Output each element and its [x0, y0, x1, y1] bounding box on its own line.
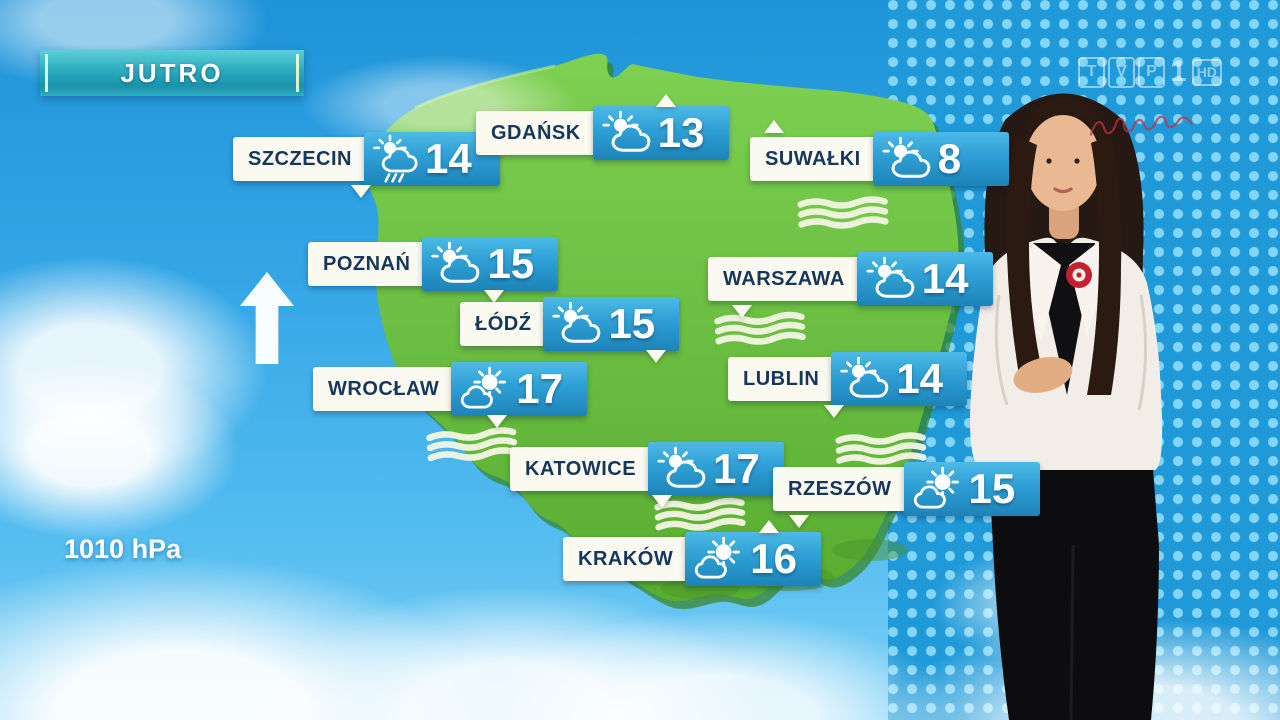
- weather-icon: [656, 446, 708, 493]
- logo-letter: P: [1138, 56, 1165, 88]
- weather-icon: [459, 366, 511, 413]
- weather-icon: [372, 134, 420, 184]
- weather-icon: [839, 356, 891, 403]
- weather-icon: [430, 241, 482, 288]
- logo-letter: T: [1078, 56, 1105, 88]
- logo-hd-badge: HD: [1191, 58, 1222, 86]
- cloud: [0, 255, 270, 485]
- signature-watermark: [1089, 115, 1194, 136]
- temperature-value: 14: [425, 135, 472, 182]
- fog-icon: [835, 432, 927, 465]
- city-label-suwalki: SUWAŁKI 8: [750, 120, 1009, 186]
- city-label-wroclaw: WROCŁAW 17: [313, 362, 588, 428]
- city-name: RZESZÓW: [773, 467, 907, 511]
- temperature-value: 16: [750, 535, 797, 582]
- fog-icon: [797, 196, 889, 229]
- weather-icon: [865, 256, 917, 303]
- temperature-box: 14: [856, 252, 993, 306]
- city-name: GDAŃSK: [476, 111, 596, 155]
- wind-arrow-icon: [240, 272, 294, 364]
- temperature-value: 15: [968, 465, 1016, 512]
- city-name: WARSZAWA: [708, 257, 860, 301]
- city-name: KRAKÓW: [563, 537, 689, 581]
- city-name: ŁÓDŹ: [460, 302, 547, 346]
- map-coast-highlight: [414, 64, 556, 110]
- pressure-value: 1010 hPa: [64, 534, 182, 564]
- channel-logo: T V P 1 HD: [1078, 55, 1222, 89]
- temperature-box: 14: [831, 352, 968, 406]
- temperature-value: 15: [608, 300, 656, 347]
- cloud: [0, 360, 240, 540]
- day-banner: JUTRO: [40, 50, 304, 96]
- city-name: POZNAŃ: [308, 242, 426, 286]
- temperature-box: 16: [685, 532, 822, 586]
- temperature-box: 15: [543, 297, 680, 351]
- temperature-box: 13: [592, 106, 729, 160]
- temperature-box: 17: [648, 442, 785, 496]
- temperature-value: 13: [657, 109, 705, 156]
- fog-icon: [714, 311, 806, 345]
- city-label-szczecin: SZCZECIN 14: [233, 132, 500, 198]
- weather-icon: [881, 136, 933, 183]
- temperature-box: 15: [422, 237, 559, 291]
- city-label-lodz: ŁÓDŹ 15: [460, 297, 680, 363]
- weather-icon: [693, 536, 745, 583]
- city-name: SUWAŁKI: [750, 137, 876, 181]
- city-label-warszawa: WARSZAWA 14: [708, 252, 993, 318]
- city-label-krakow: KRAKÓW 16: [563, 520, 822, 586]
- city-label-gdansk: GDAŃSK 13: [476, 94, 729, 160]
- temperature-value: 8: [937, 135, 962, 182]
- temperature-value: 15: [487, 240, 535, 287]
- logo-number: 1: [1170, 55, 1187, 88]
- temperature-value: 17: [516, 365, 563, 412]
- temperature-box: 15: [903, 462, 1040, 516]
- city-label-lublin: LUBLIN 14: [728, 352, 968, 418]
- city-name: LUBLIN: [728, 357, 835, 401]
- city-label-poznan: POZNAŃ 15: [308, 237, 559, 303]
- temperature-value: 17: [713, 445, 760, 492]
- fog-icon: [426, 427, 518, 462]
- temperature-value: 14: [921, 255, 969, 302]
- weather-icon: [551, 301, 603, 348]
- temperature-box: 8: [872, 132, 1009, 186]
- weather-icon: [601, 110, 653, 157]
- city-name: WROCŁAW: [313, 367, 455, 411]
- city-label-katowice: KATOWICE 17: [510, 442, 785, 508]
- weather-icon: [912, 466, 964, 513]
- logo-letter: V: [1108, 56, 1135, 88]
- temperature-value: 14: [896, 355, 944, 402]
- temperature-box: 17: [451, 362, 588, 416]
- rosette-pin: [1066, 262, 1092, 288]
- city-label-rzeszow: RZESZÓW 15: [773, 462, 1040, 528]
- city-name: KATOWICE: [510, 447, 652, 491]
- city-name: SZCZECIN: [233, 137, 367, 181]
